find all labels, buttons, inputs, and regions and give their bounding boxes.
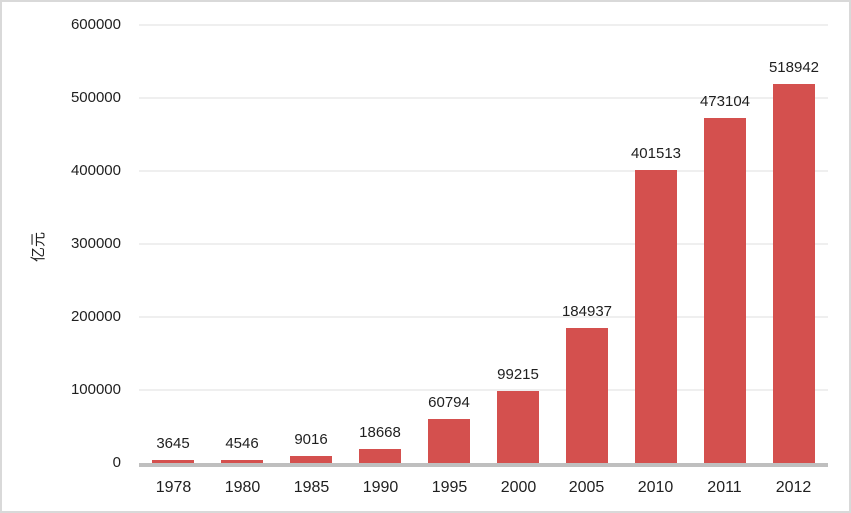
bar — [290, 456, 332, 463]
x-tick-label: 1985 — [293, 479, 330, 496]
x-tick-label: 2010 — [637, 479, 674, 496]
gridline — [139, 389, 828, 391]
y-tick-label: 400000 — [70, 162, 121, 179]
y-tick-label: 200000 — [70, 308, 121, 325]
x-tick-label: 1995 — [431, 479, 468, 496]
bar-value-label: 9016 — [294, 431, 328, 448]
bar-value-label: 18668 — [359, 424, 401, 441]
y-tick-label: 600000 — [70, 16, 121, 33]
y-tick-label: 300000 — [70, 235, 121, 252]
bar-value-label: 401513 — [630, 145, 682, 162]
bar — [152, 460, 194, 463]
bar-value-label: 4546 — [225, 435, 259, 452]
gridline — [139, 170, 828, 172]
bar — [773, 84, 815, 463]
gridline — [139, 97, 828, 99]
gridline — [139, 243, 828, 245]
bar-value-label: 184937 — [561, 303, 613, 320]
bar — [704, 118, 746, 463]
x-tick-label: 2012 — [775, 479, 812, 496]
bar — [221, 460, 263, 463]
y-tick-label: 0 — [112, 454, 121, 471]
x-tick-label: 1980 — [224, 479, 261, 496]
bar-value-label: 99215 — [497, 366, 539, 383]
x-tick-label: 2011 — [707, 479, 742, 496]
bar — [566, 328, 608, 463]
gridline — [139, 24, 828, 26]
x-tick-label: 1978 — [155, 479, 192, 496]
bar — [359, 449, 401, 463]
gridline — [139, 316, 828, 318]
bar-value-label: 473104 — [699, 93, 751, 110]
x-axis-line — [139, 463, 828, 467]
bar — [428, 419, 470, 463]
bar-value-label: 518942 — [768, 59, 820, 76]
bar-value-label: 60794 — [428, 394, 470, 411]
x-tick-label: 1990 — [362, 479, 399, 496]
x-tick-label: 2000 — [500, 479, 537, 496]
bar — [635, 170, 677, 463]
y-tick-label: 500000 — [70, 89, 121, 106]
x-tick-label: 2005 — [568, 479, 605, 496]
bar — [497, 391, 539, 463]
bar-value-label: 3645 — [156, 435, 190, 452]
y-tick-label: 100000 — [70, 381, 121, 398]
